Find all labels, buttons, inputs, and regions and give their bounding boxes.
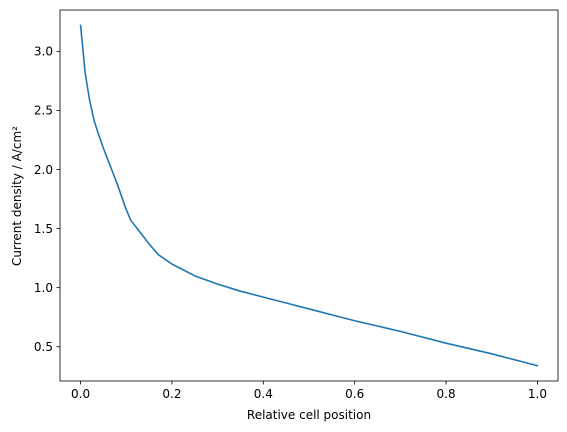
y-tick-label: 3.0 [34,45,53,59]
x-axis-label: Relative cell position [247,408,371,422]
x-tick-label: 0.6 [345,387,364,401]
x-axis: 0.0 0.2 0.4 0.6 0.8 1.0 [71,381,547,401]
x-tick-label: 0.0 [71,387,90,401]
series-line [79,24,539,367]
x-tick-label: 0.2 [162,387,181,401]
x-tick-label: 0.4 [254,387,273,401]
x-tick-label: 0.8 [437,387,456,401]
y-tick-label: 0.5 [34,340,53,354]
plot-frame [59,9,559,382]
y-tick-label: 1.5 [34,222,53,236]
y-axis: 0.5 1.0 1.5 2.0 2.5 3.0 [34,45,60,354]
x-tick-label: 1.0 [528,387,547,401]
y-tick-label: 1.0 [34,281,53,295]
series-layer [79,24,539,367]
y-tick-label: 2.5 [34,104,53,118]
y-tick-label: 2.0 [34,163,53,177]
y-axis-label: Current density / A/cm² [10,126,24,266]
